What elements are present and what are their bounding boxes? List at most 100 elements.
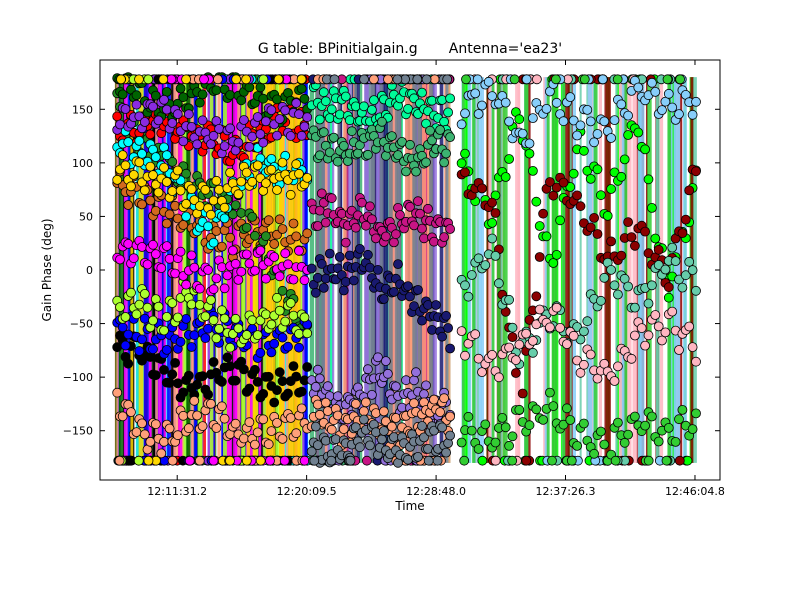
data-point — [460, 167, 470, 178]
data-point — [183, 423, 194, 434]
data-point — [445, 132, 456, 143]
data-point — [252, 112, 263, 122]
data-point — [230, 313, 241, 324]
data-point — [279, 455, 290, 466]
data-point — [302, 112, 313, 123]
data-point — [272, 292, 282, 303]
data-point — [128, 253, 139, 264]
data-point — [558, 419, 569, 430]
data-point — [200, 311, 211, 322]
data-point — [602, 210, 613, 221]
data-point — [150, 249, 161, 260]
data-point — [691, 285, 701, 296]
data-point — [280, 105, 291, 116]
data-point — [372, 264, 383, 275]
data-point — [139, 429, 150, 440]
data-point — [269, 397, 280, 408]
data-point — [380, 356, 391, 367]
data-point — [366, 214, 377, 225]
data-point — [178, 410, 189, 421]
data-point — [653, 436, 664, 447]
data-point — [359, 74, 370, 85]
data-point — [380, 150, 391, 161]
data-point — [687, 109, 698, 120]
data-point — [203, 221, 214, 232]
data-point — [153, 187, 164, 198]
data-point — [150, 90, 161, 101]
data-point — [370, 408, 381, 419]
data-point — [128, 169, 139, 180]
data-point — [148, 344, 158, 355]
data-point — [255, 245, 266, 256]
data-point — [383, 74, 393, 85]
data-point — [227, 245, 238, 256]
data-point — [320, 397, 331, 408]
data-point — [219, 313, 230, 324]
data-point — [302, 172, 313, 183]
data-point — [670, 436, 681, 447]
y-tick-label: −50 — [70, 318, 93, 331]
data-point — [531, 319, 542, 330]
data-point — [322, 406, 333, 417]
data-point — [380, 231, 391, 242]
data-point — [203, 323, 214, 334]
data-point — [274, 214, 285, 225]
x-axis-label: Time — [394, 499, 424, 513]
data-point — [233, 323, 244, 334]
data-point — [680, 214, 691, 225]
data-point — [442, 74, 453, 85]
data-point — [175, 83, 186, 94]
data-point — [236, 208, 247, 218]
data-point — [296, 83, 307, 94]
data-point — [613, 361, 623, 372]
data-point — [269, 338, 280, 349]
data-point — [241, 222, 252, 233]
data-point — [137, 334, 147, 345]
data-point — [150, 205, 161, 216]
data-point — [463, 411, 474, 422]
data-point — [225, 90, 236, 100]
data-point — [139, 185, 150, 196]
data-point — [473, 109, 484, 119]
data-point — [507, 455, 518, 466]
data-point — [219, 141, 230, 152]
data-point — [314, 409, 325, 420]
data-point — [263, 215, 274, 226]
data-point — [172, 430, 183, 441]
data-point — [493, 372, 504, 383]
data-point — [296, 130, 307, 141]
data-point — [314, 114, 325, 125]
data-point — [623, 217, 633, 228]
data-point — [123, 329, 134, 340]
data-point — [277, 433, 288, 444]
data-point — [167, 156, 178, 167]
data-point — [233, 189, 244, 200]
data-point — [361, 455, 372, 466]
data-point — [214, 184, 225, 195]
data-point — [579, 418, 589, 429]
data-point — [435, 125, 446, 135]
data-point — [653, 260, 664, 270]
data-point — [192, 139, 203, 150]
data-point — [211, 273, 222, 284]
data-point — [273, 74, 284, 85]
data-point — [421, 74, 432, 85]
data-point — [630, 240, 640, 251]
data-point — [551, 74, 561, 85]
data-point — [364, 201, 375, 212]
data-point — [244, 417, 255, 428]
data-point — [332, 156, 343, 167]
data-point — [445, 430, 456, 441]
data-point — [362, 249, 373, 260]
data-point — [412, 74, 423, 85]
data-point — [366, 389, 377, 400]
data-point — [687, 424, 698, 435]
data-point — [320, 96, 331, 107]
data-point — [238, 364, 249, 375]
data-point — [507, 332, 518, 343]
data-point — [585, 349, 596, 360]
data-point — [575, 120, 586, 131]
data-point — [175, 185, 186, 196]
data-point — [332, 391, 343, 402]
data-point — [302, 228, 313, 239]
